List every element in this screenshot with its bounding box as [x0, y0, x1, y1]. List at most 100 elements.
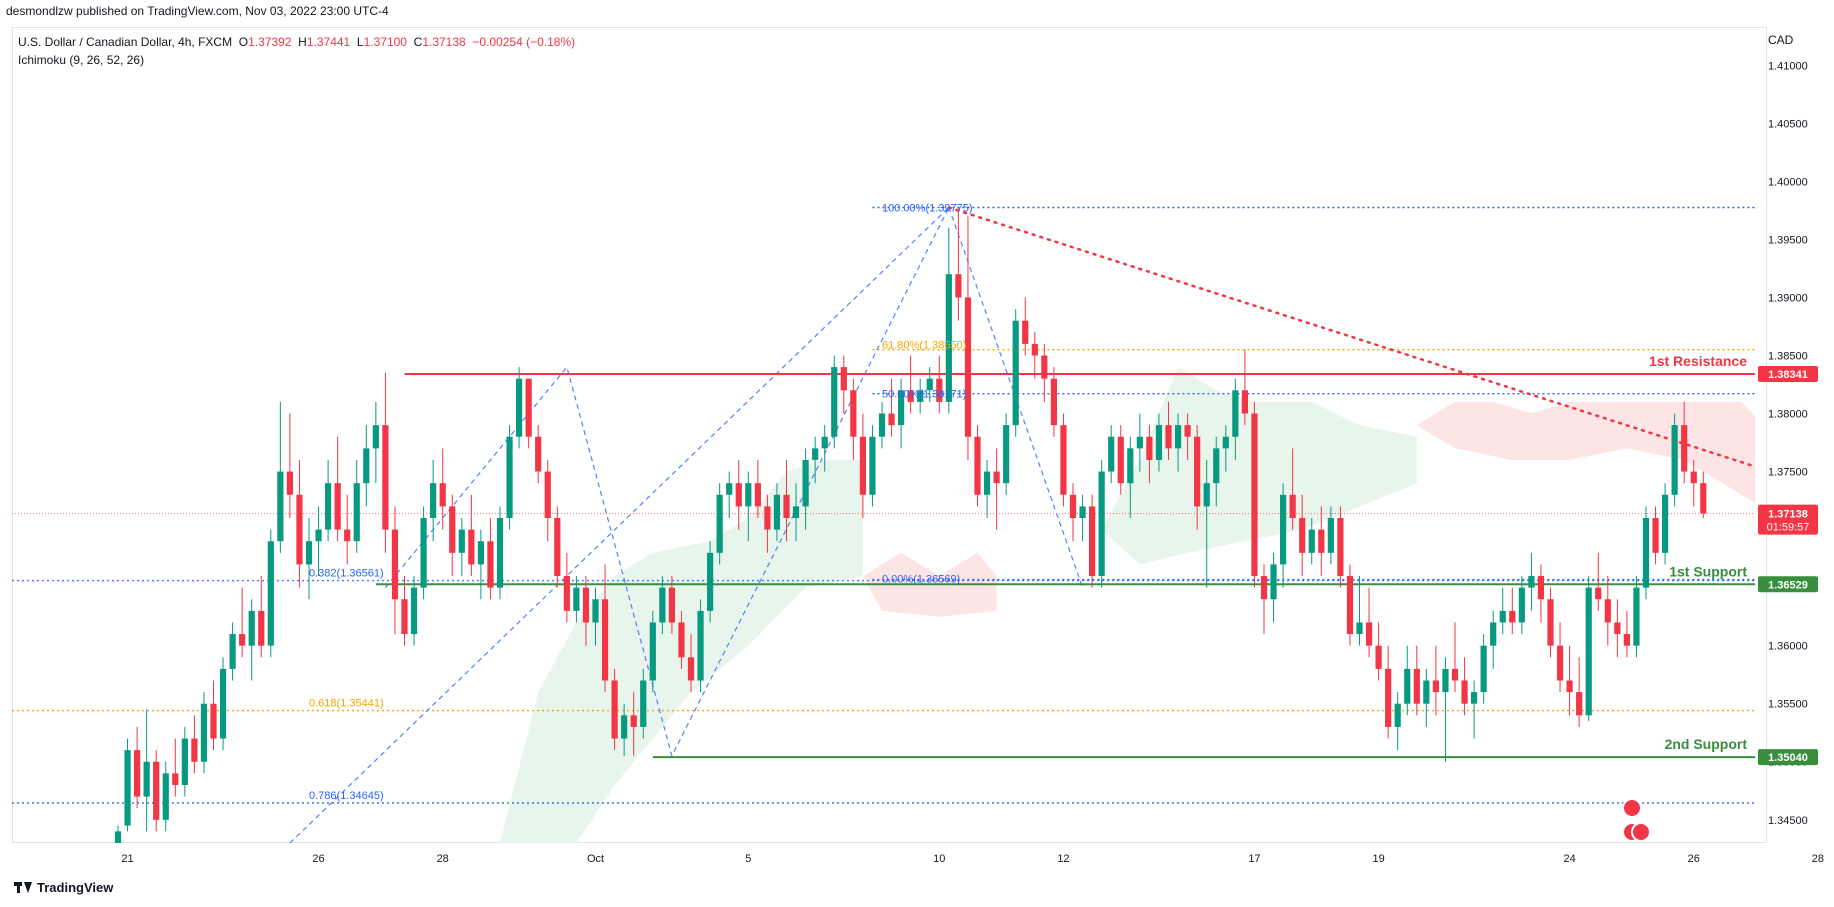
candle	[382, 372, 389, 553]
candle	[1595, 552, 1602, 611]
candle	[955, 208, 962, 321]
level-price-box-2	[1758, 749, 1818, 766]
candle-body	[468, 529, 475, 565]
candle-body	[707, 552, 714, 611]
tradingview-brand[interactable]: TradingView	[14, 880, 113, 895]
candle-body	[277, 471, 284, 542]
candle-body	[124, 750, 131, 826]
y-tick-label: 1.40500	[1768, 118, 1808, 130]
candle	[649, 610, 656, 693]
x-tick-label: 5	[745, 853, 751, 865]
candle	[802, 448, 809, 530]
candle-body	[592, 599, 599, 623]
candle	[1356, 576, 1363, 646]
x-tick-label: 28	[437, 853, 449, 865]
fib-b-label-2: 50.00%(1.38171)	[882, 389, 966, 401]
candle	[898, 378, 905, 449]
candle-body	[630, 715, 637, 727]
candle-body	[487, 541, 494, 588]
candle-body	[754, 483, 761, 507]
candle	[1556, 622, 1564, 693]
candle-body	[821, 436, 828, 449]
candle	[678, 610, 685, 669]
candle-body	[945, 274, 952, 402]
candle-body	[1614, 622, 1621, 635]
candle-body	[1232, 390, 1239, 437]
candle-body	[496, 517, 504, 588]
candle-body	[1518, 587, 1525, 623]
candle	[468, 494, 475, 577]
candle-body	[1451, 668, 1459, 681]
candle-body	[1595, 587, 1602, 600]
candle	[1146, 425, 1153, 484]
candle	[134, 726, 141, 809]
candle-body	[1117, 436, 1124, 484]
candle-body	[573, 587, 580, 611]
y-tick-label: 1.40000	[1768, 176, 1808, 188]
candle	[506, 425, 513, 530]
candle	[1365, 587, 1373, 658]
candle-body	[516, 378, 523, 437]
candle	[1289, 448, 1296, 530]
open-value: 1.37392	[248, 35, 292, 49]
candle-body	[1547, 599, 1554, 646]
candle-body	[439, 483, 446, 507]
candle-body	[1442, 668, 1449, 693]
candle-body	[1365, 622, 1373, 646]
candle	[1203, 459, 1210, 588]
x-tick-label: 12	[1057, 853, 1069, 865]
indicator-line[interactable]: Ichimoku (9, 26, 52, 26)	[18, 53, 145, 67]
candle-body	[1375, 645, 1382, 669]
candle	[114, 825, 122, 843]
open-label: O	[238, 35, 249, 49]
candle	[219, 657, 227, 751]
x-tick-label: 19	[1372, 853, 1384, 865]
tradingview-logo-icon	[14, 882, 32, 893]
candle-body	[1280, 494, 1287, 565]
candle	[1241, 349, 1248, 426]
candle-body	[1327, 517, 1334, 553]
candle	[267, 529, 274, 658]
legend-block: U.S. Dollar / Canadian Dollar, 4h, FXCM …	[18, 33, 575, 69]
candle-body	[1499, 610, 1506, 623]
candle	[1308, 517, 1315, 565]
candle-body	[554, 517, 561, 577]
candle	[1031, 332, 1038, 379]
candle	[812, 436, 819, 484]
candle-body	[315, 529, 322, 542]
candle	[372, 401, 379, 484]
candle	[172, 738, 179, 797]
level-price-label-0: 1.38341	[1768, 369, 1808, 381]
candle	[143, 709, 150, 832]
candle-body	[200, 703, 208, 762]
candle-body	[239, 634, 246, 646]
candle	[1136, 413, 1143, 472]
candle-body	[1652, 517, 1659, 553]
candle	[1518, 576, 1525, 635]
candle-body	[153, 761, 160, 820]
candle-body	[1356, 622, 1363, 635]
candle-body	[1681, 425, 1688, 472]
candle	[745, 471, 752, 542]
trendline	[947, 206, 1755, 468]
candle-body	[305, 541, 313, 565]
candle-body	[401, 599, 408, 635]
fib-b-label-1: 61.80%(1.38550)	[882, 340, 966, 352]
candle-body	[726, 483, 733, 495]
y-tick-label: 1.34500	[1768, 815, 1808, 827]
candle-body	[1528, 576, 1535, 588]
symbol-name[interactable]: U.S. Dollar / Canadian Dollar, 4h, FXCM	[18, 35, 233, 49]
candle-body	[420, 517, 427, 588]
candle-body	[344, 529, 351, 542]
candle	[554, 506, 561, 588]
candle	[544, 459, 551, 542]
candle	[1003, 413, 1010, 495]
candle	[1375, 622, 1382, 681]
candle-body	[248, 610, 255, 646]
candle	[783, 459, 790, 542]
candle	[1509, 587, 1516, 635]
publisher-text: desmondlzw published on TradingView.com,…	[6, 4, 389, 18]
close-value: 1.37138	[422, 35, 466, 49]
candle	[1079, 494, 1086, 542]
